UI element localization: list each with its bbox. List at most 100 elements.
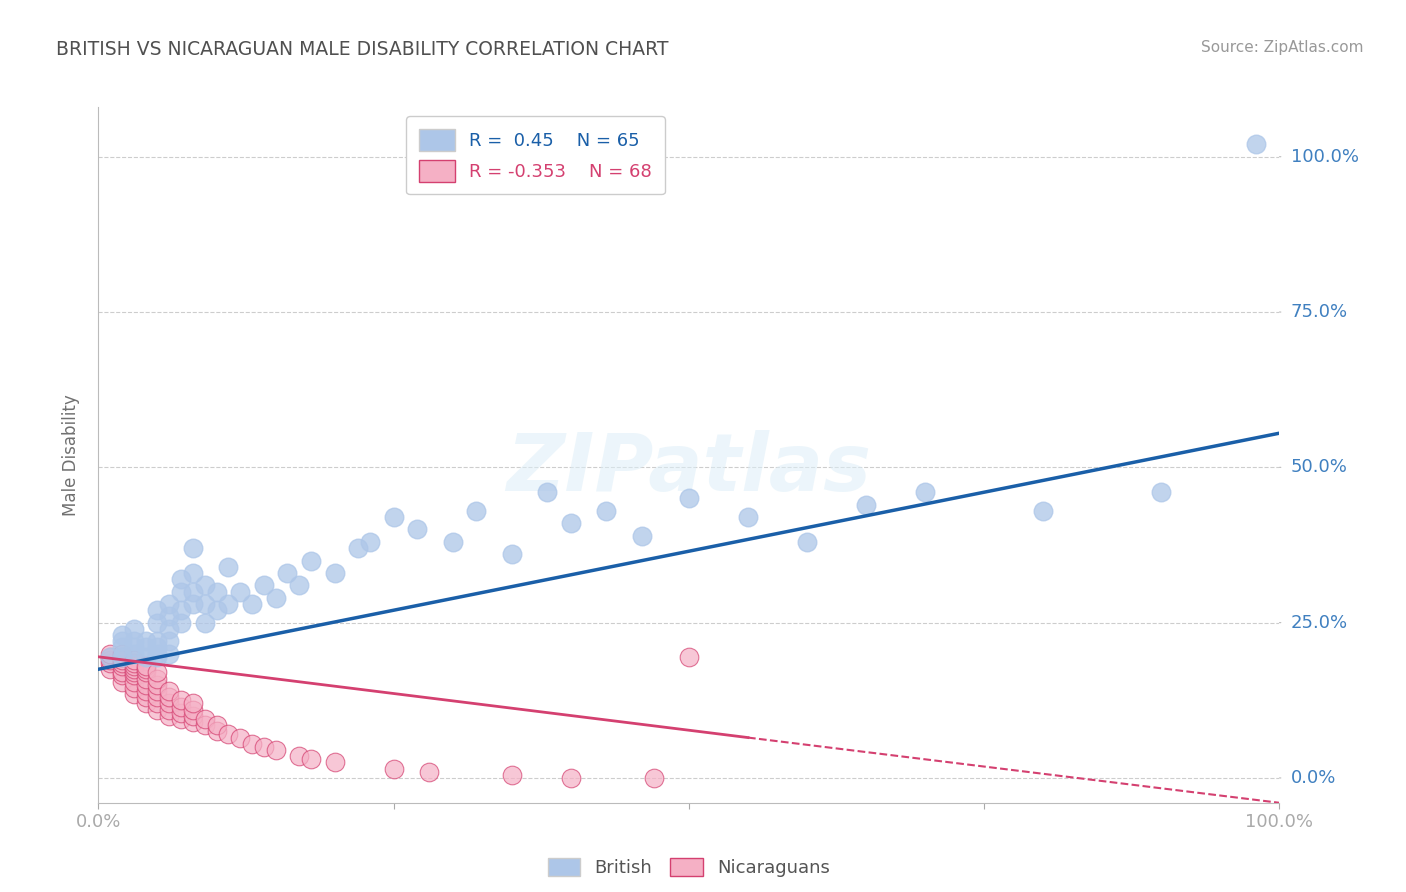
- Point: [122, 681, 145, 695]
- Text: 75.0%: 75.0%: [1291, 303, 1348, 321]
- Point: [595, 504, 617, 518]
- Point: [135, 678, 157, 692]
- Point: [678, 649, 700, 664]
- Point: [441, 534, 464, 549]
- Point: [170, 712, 193, 726]
- Text: 100.0%: 100.0%: [1291, 148, 1358, 166]
- Point: [194, 712, 217, 726]
- Point: [382, 762, 405, 776]
- Point: [181, 708, 204, 723]
- Point: [205, 603, 228, 617]
- Text: 25.0%: 25.0%: [1291, 614, 1348, 632]
- Point: [194, 718, 217, 732]
- Text: 50.0%: 50.0%: [1291, 458, 1347, 476]
- Point: [205, 724, 228, 739]
- Point: [157, 647, 180, 661]
- Point: [157, 622, 180, 636]
- Point: [111, 640, 134, 655]
- Point: [796, 534, 818, 549]
- Point: [122, 647, 145, 661]
- Point: [98, 647, 121, 661]
- Point: [299, 553, 322, 567]
- Point: [135, 662, 157, 676]
- Point: [122, 665, 145, 680]
- Point: [253, 578, 276, 592]
- Point: [194, 578, 217, 592]
- Point: [135, 672, 157, 686]
- Point: [98, 649, 121, 664]
- Point: [181, 703, 204, 717]
- Point: [229, 584, 252, 599]
- Point: [536, 485, 558, 500]
- Point: [678, 491, 700, 506]
- Point: [157, 708, 180, 723]
- Point: [111, 674, 134, 689]
- Point: [135, 697, 157, 711]
- Point: [855, 498, 877, 512]
- Point: [276, 566, 298, 580]
- Point: [146, 665, 169, 680]
- Y-axis label: Male Disability: Male Disability: [62, 394, 80, 516]
- Point: [146, 690, 169, 705]
- Point: [157, 697, 180, 711]
- Point: [181, 697, 204, 711]
- Point: [146, 649, 169, 664]
- Point: [146, 634, 169, 648]
- Point: [98, 649, 121, 664]
- Point: [194, 615, 217, 630]
- Point: [111, 628, 134, 642]
- Point: [111, 665, 134, 680]
- Point: [170, 584, 193, 599]
- Point: [1244, 137, 1267, 152]
- Point: [146, 703, 169, 717]
- Point: [240, 737, 263, 751]
- Point: [240, 597, 263, 611]
- Point: [146, 615, 169, 630]
- Point: [630, 529, 652, 543]
- Point: [737, 510, 759, 524]
- Point: [170, 699, 193, 714]
- Point: [146, 603, 169, 617]
- Point: [122, 653, 145, 667]
- Point: [157, 597, 180, 611]
- Point: [146, 647, 169, 661]
- Point: [157, 609, 180, 624]
- Point: [135, 649, 157, 664]
- Point: [111, 656, 134, 670]
- Point: [157, 684, 180, 698]
- Point: [323, 756, 346, 770]
- Point: [111, 668, 134, 682]
- Text: BRITISH VS NICARAGUAN MALE DISABILITY CORRELATION CHART: BRITISH VS NICARAGUAN MALE DISABILITY CO…: [56, 40, 669, 59]
- Point: [264, 743, 287, 757]
- Point: [135, 665, 157, 680]
- Point: [157, 703, 180, 717]
- Point: [135, 684, 157, 698]
- Point: [205, 584, 228, 599]
- Point: [170, 603, 193, 617]
- Point: [122, 674, 145, 689]
- Point: [146, 672, 169, 686]
- Point: [157, 634, 180, 648]
- Point: [98, 662, 121, 676]
- Point: [465, 504, 488, 518]
- Point: [170, 706, 193, 720]
- Text: 0.0%: 0.0%: [1291, 769, 1336, 787]
- Point: [501, 768, 523, 782]
- Point: [111, 634, 134, 648]
- Point: [146, 640, 169, 655]
- Point: [560, 516, 582, 531]
- Point: [323, 566, 346, 580]
- Point: [643, 771, 665, 785]
- Point: [146, 684, 169, 698]
- Point: [299, 752, 322, 766]
- Point: [288, 749, 311, 764]
- Point: [359, 534, 381, 549]
- Point: [157, 690, 180, 705]
- Point: [135, 634, 157, 648]
- Point: [229, 731, 252, 745]
- Point: [1150, 485, 1173, 500]
- Point: [111, 653, 134, 667]
- Point: [122, 622, 145, 636]
- Point: [914, 485, 936, 500]
- Text: ZIPatlas: ZIPatlas: [506, 430, 872, 508]
